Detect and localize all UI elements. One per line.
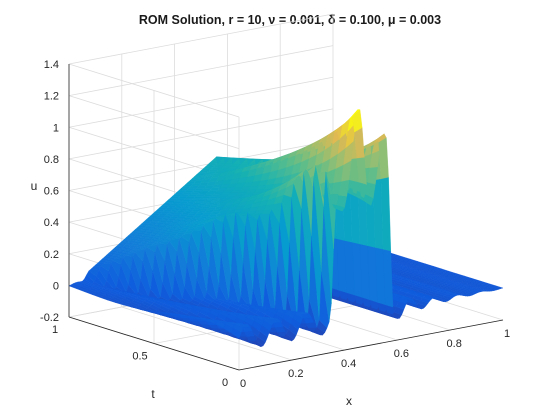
axis-layer (68, 64, 504, 371)
grid-line-back-z-4 (68, 140, 334, 191)
x-tick-label: 0 (240, 378, 246, 390)
tick-layer: -0.2 0 0.2 0.4 0.6 0.8 1 1.2 1.4 0 0.2 0.4 0.6 0.8 1 0 0… (40, 59, 510, 390)
z-tick-label: 0 (53, 280, 59, 292)
grid-line-back-z-8 (68, 13, 334, 65)
z-tick-label: 0.8 (44, 154, 59, 166)
x-tick-label: 1 (504, 328, 510, 340)
z-axis-label: u (31, 179, 38, 193)
t-tick-label: 1 (52, 324, 58, 336)
x-tick-label: 0.6 (394, 348, 409, 360)
grid-line-back-z-7 (68, 45, 334, 97)
chart-title: ROM Solution, r = 10, ν = 0.001, δ = 0.1… (139, 13, 441, 27)
surface-patch (492, 285, 504, 289)
z-tick-label: 0.6 (44, 186, 59, 198)
t-axis-line (68, 316, 240, 371)
x-axis-line (238, 319, 504, 371)
y-axis-label: t (151, 387, 155, 401)
x-tick-label: 0.8 (447, 338, 462, 350)
surface-layer (68, 108, 504, 347)
t-tick-label: 0 (222, 377, 228, 389)
z-tick-label: 0.4 (44, 217, 59, 229)
z-tick-label: 1 (53, 122, 59, 134)
z-tick-label: -0.2 (40, 312, 59, 324)
x-axis-label: x (346, 394, 352, 408)
grid-line-back-z-6 (68, 76, 334, 128)
z-tick-label: 1.4 (44, 59, 59, 71)
x-tick-label: 0.2 (288, 368, 303, 380)
grid-line-back-z-5 (68, 108, 334, 160)
t-tick-label: 0.5 (132, 351, 147, 363)
z-tick-label: 0.2 (44, 249, 59, 261)
z-tick-label: 1.2 (44, 91, 59, 103)
x-tick-label: 0.4 (341, 358, 356, 370)
